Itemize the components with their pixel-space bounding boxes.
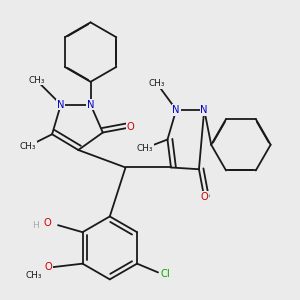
- Text: Cl: Cl: [161, 269, 171, 279]
- Text: O: O: [200, 192, 208, 202]
- Text: N: N: [200, 105, 208, 115]
- Text: O: O: [45, 262, 52, 272]
- Text: O: O: [44, 218, 51, 228]
- Text: N: N: [172, 105, 180, 115]
- Text: CH₃: CH₃: [20, 142, 36, 151]
- Text: CH₃: CH₃: [136, 144, 153, 153]
- Text: CH₃: CH₃: [25, 272, 42, 280]
- Text: H: H: [32, 221, 39, 230]
- Text: O: O: [127, 122, 135, 132]
- Text: N: N: [57, 100, 64, 110]
- Text: N: N: [87, 100, 94, 110]
- Text: CH₃: CH₃: [28, 76, 45, 85]
- Text: CH₃: CH₃: [149, 79, 165, 88]
